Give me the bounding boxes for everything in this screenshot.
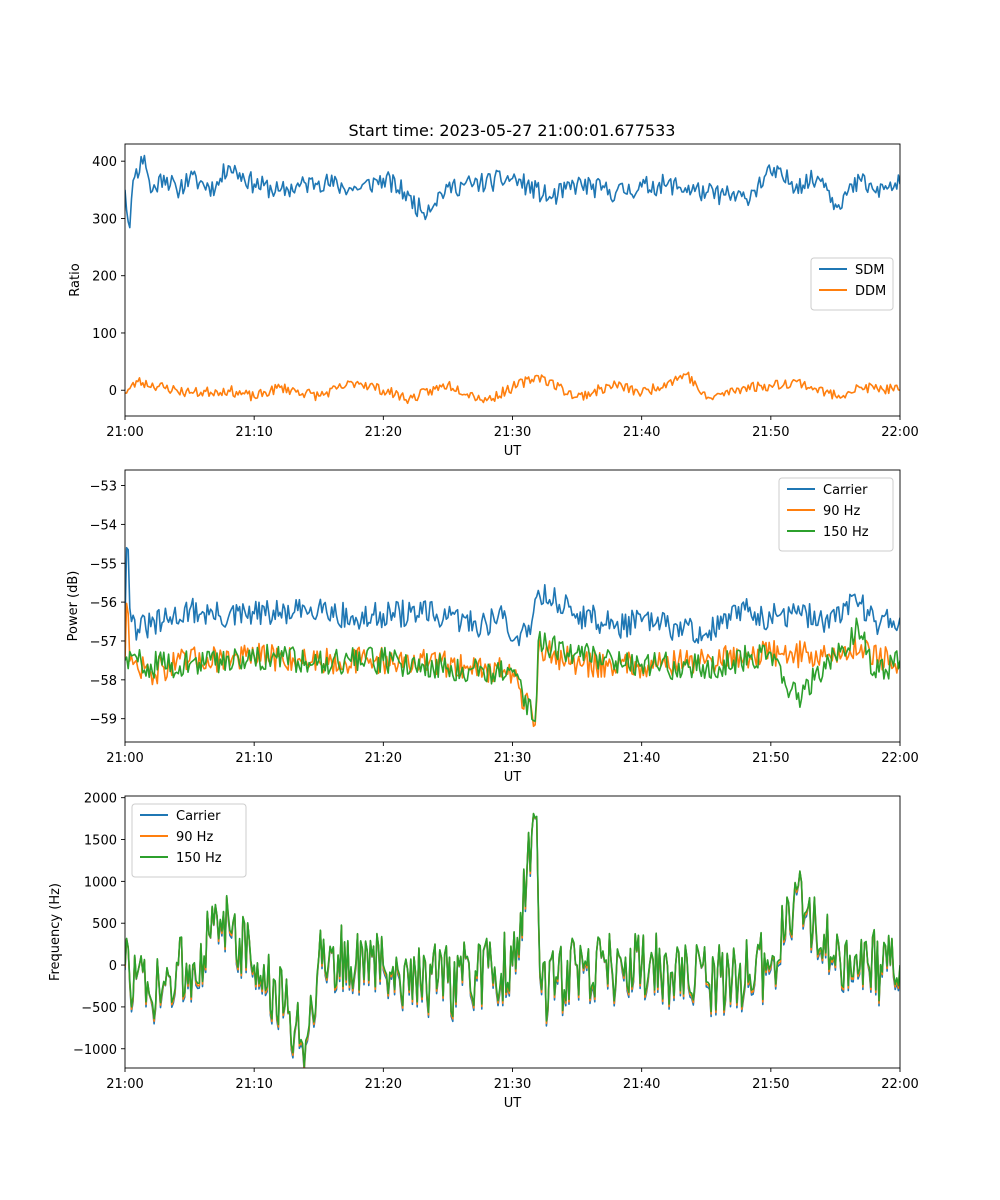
panel-2: 21:00 21:10 21:20 21:30 21:40 21:50 22:00 −59 −5… [66, 469, 919, 785]
x-tick-label: 21:50 [752, 751, 789, 766]
legend: SDM DDM [810, 257, 894, 311]
x-axis-label: UT [504, 770, 522, 785]
series-line-150-hz [125, 812, 900, 1068]
y-tick-label: 2000 [84, 792, 117, 807]
legend-label: DDM [855, 284, 886, 299]
y-tick-label: 0 [109, 959, 117, 974]
series-line-150-hz [125, 617, 900, 723]
plots: 21:00 21:10 21:20 21:30 21:40 21:50 22:00 0 100 2… [48, 143, 919, 1111]
x-tick-label: 21:20 [365, 425, 402, 440]
legend-label: Carrier [176, 809, 221, 824]
y-tick-label: −54 [90, 518, 117, 533]
y-tick-label: 0 [109, 384, 117, 399]
y-tick-label: −500 [81, 1001, 117, 1016]
panel-3: 21:00 21:10 21:20 21:30 21:40 21:50 22:00 −1000… [48, 792, 919, 1111]
x-tick-label: 21:00 [106, 425, 143, 440]
y-tick-label: −56 [90, 596, 117, 611]
x-tick-label: 21:30 [494, 1077, 531, 1092]
series-line-sdm [125, 154, 900, 229]
y-tick-label: 400 [92, 155, 117, 170]
x-tick-label: 21:00 [106, 1077, 143, 1092]
y-axis-label: Power (dB) [66, 571, 81, 642]
legend-label: Carrier [823, 483, 868, 498]
x-axis-label: UT [504, 444, 522, 459]
y-tick-label: −53 [90, 480, 117, 495]
x-tick-label: 21:40 [623, 751, 660, 766]
x-tick-label: 21:10 [235, 1077, 272, 1092]
series-group [125, 154, 900, 405]
x-tick-label: 21:10 [235, 425, 272, 440]
x-tick-label: 21:20 [365, 1077, 402, 1092]
x-tick-label: 21:40 [623, 1077, 660, 1092]
x-tick-label: 21:30 [494, 425, 531, 440]
y-tick-label: 1000 [84, 875, 117, 890]
x-tick-label: 21:40 [623, 425, 660, 440]
series-group [125, 546, 900, 728]
legend-label: 90 Hz [823, 504, 860, 519]
legend-box [131, 803, 247, 878]
series-line-ddm [125, 371, 900, 405]
y-axis-label: Frequency (Hz) [48, 883, 63, 981]
y-tick-label: 500 [92, 917, 117, 932]
y-axis-label: Ratio [68, 263, 83, 296]
x-tick-label: 21:10 [235, 751, 272, 766]
x-tick-label: 22:00 [881, 425, 918, 440]
legend-label: 150 Hz [823, 525, 869, 540]
legend: Carrier 90 Hz 150 Hz [778, 477, 894, 552]
legend-box [810, 257, 894, 311]
legend: Carrier 90 Hz 150 Hz [131, 803, 247, 878]
legend-label: SDM [855, 263, 884, 278]
x-tick-label: 21:00 [106, 751, 143, 766]
y-tick-label: −59 [90, 713, 117, 728]
legend-label: 150 Hz [176, 851, 222, 866]
x-tick-label: 21:50 [752, 425, 789, 440]
x-tick-label: 21:20 [365, 751, 402, 766]
y-tick-label: −55 [90, 557, 117, 572]
y-tick-label: 200 [92, 270, 117, 285]
legend-label: 90 Hz [176, 830, 213, 845]
y-tick-label: 100 [92, 327, 117, 342]
y-tick-label: 1500 [84, 834, 117, 849]
legend-box [778, 477, 894, 552]
figure-title: Start time: 2023-05-27 21:00:01.677533 [349, 121, 676, 140]
panel-1: 21:00 21:10 21:20 21:30 21:40 21:50 22:00 0 100 2… [68, 143, 919, 459]
series-group [125, 812, 900, 1068]
x-axis-label: UT [504, 1096, 522, 1111]
y-tick-label: 300 [92, 212, 117, 227]
x-tick-label: 22:00 [881, 1077, 918, 1092]
x-tick-label: 21:50 [752, 1077, 789, 1092]
y-tick-label: −1000 [73, 1043, 117, 1058]
y-tick-label: −57 [90, 635, 117, 650]
x-tick-label: 22:00 [881, 751, 918, 766]
y-tick-label: −58 [90, 674, 117, 689]
x-tick-label: 21:30 [494, 751, 531, 766]
series-line-carrier [125, 546, 900, 647]
